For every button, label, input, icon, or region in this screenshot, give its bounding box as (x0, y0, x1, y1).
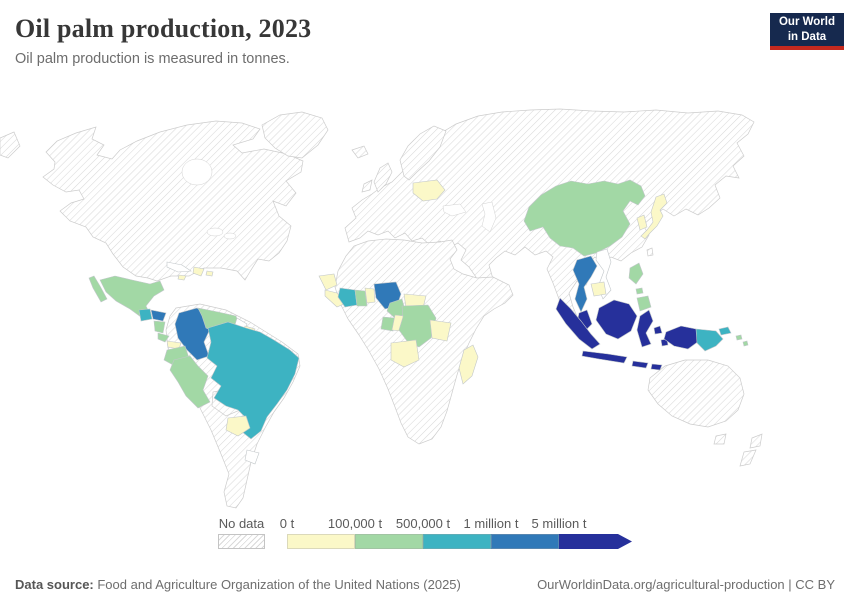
legend-segment[interactable] (287, 534, 355, 549)
country-dominican-republic[interactable] (192, 266, 205, 277)
country-guinea[interactable] (318, 273, 338, 291)
country-puerto-rico[interactable] (205, 270, 214, 277)
legend-no-data[interactable]: No data (218, 516, 265, 549)
country-honduras[interactable] (150, 309, 167, 322)
no-data-region[interactable] (646, 247, 654, 257)
country-japan[interactable] (640, 193, 668, 240)
no-data-region[interactable] (739, 449, 757, 467)
country-uruguay[interactable] (244, 449, 260, 465)
country-ukraine[interactable] (412, 179, 446, 202)
country-costa-rica[interactable] (157, 332, 170, 343)
legend-tick-label: 5 million t (531, 516, 587, 531)
country-papua-new-guinea[interactable] (695, 328, 724, 352)
country-indonesia[interactable] (555, 297, 601, 350)
country-democratic-republic-of-congo[interactable] (398, 304, 437, 348)
legend-segment[interactable] (355, 534, 423, 549)
country-nicaragua[interactable] (153, 320, 166, 334)
no-data-region[interactable] (713, 433, 727, 445)
country-mexico[interactable] (88, 275, 108, 303)
country-ghana[interactable] (354, 289, 368, 307)
map-legend: No data 0 t 100,000 t 500,000 t 1 million t… (218, 516, 648, 550)
country-brazil[interactable] (206, 321, 300, 440)
country-tanzania[interactable] (429, 319, 452, 342)
legend-tick-label: 1 million t (463, 516, 519, 531)
country-indonesia[interactable] (653, 325, 663, 335)
legend-bar[interactable] (287, 534, 632, 549)
legend-segment[interactable] (559, 534, 632, 549)
country-angola[interactable] (390, 339, 420, 368)
country-indonesia[interactable] (663, 325, 700, 350)
country-thailand[interactable] (572, 255, 598, 313)
chart-header: Oil palm production, 2023 Oil palm produ… (15, 14, 311, 67)
country-indonesia[interactable] (636, 309, 654, 348)
country-gabon[interactable] (380, 316, 396, 332)
country-cuba[interactable] (166, 261, 192, 273)
owid-logo[interactable]: Our World in Data (770, 13, 844, 50)
country-mexico[interactable] (99, 275, 165, 318)
legend-tick-label: 500,000 t (395, 516, 451, 531)
country-solomon-islands[interactable] (742, 340, 749, 347)
owid-link[interactable]: OurWorldinData.org/agricultural-producti… (537, 577, 835, 592)
no-data-region[interactable] (399, 125, 447, 181)
country-philippines[interactable] (628, 262, 644, 285)
country-malaysia[interactable] (595, 299, 638, 340)
country-jamaica[interactable] (177, 274, 187, 281)
country-china[interactable] (523, 179, 646, 257)
country-philippines[interactable] (635, 287, 644, 295)
country-peru[interactable] (169, 355, 211, 409)
country-indonesia[interactable] (631, 360, 649, 369)
no-data-region[interactable] (361, 179, 373, 193)
legend-no-data-swatch[interactable] (218, 534, 265, 549)
no-data-region[interactable] (261, 111, 329, 159)
data-source-text: Food and Agriculture Organization of the… (93, 577, 461, 592)
country-south-korea[interactable] (636, 214, 648, 231)
no-data-region[interactable] (42, 120, 304, 282)
country-philippines[interactable] (636, 295, 652, 312)
country-paraguay[interactable] (225, 415, 251, 437)
legend-segment[interactable] (423, 534, 491, 549)
chart-subtitle: Oil palm production is measured in tonne… (15, 51, 290, 67)
country-indonesia[interactable] (581, 350, 628, 364)
country-benin[interactable] (364, 287, 376, 304)
country-cote-divoire[interactable] (337, 287, 358, 308)
country-solomon-islands[interactable] (735, 334, 743, 341)
no-data-region[interactable] (351, 145, 369, 159)
no-data-region[interactable] (749, 433, 763, 449)
country-sierra-leone[interactable] (324, 289, 347, 308)
legend-segment[interactable] (491, 534, 559, 549)
no-data-region[interactable] (647, 359, 745, 428)
owid-logo-line1: Our World (778, 16, 835, 29)
country-madagascar[interactable] (458, 344, 479, 385)
data-source-note: Data source: Food and Agriculture Organi… (15, 577, 461, 592)
data-source-label: Data source: (15, 577, 94, 592)
owid-logo-line2: in Data (787, 30, 827, 43)
country-indonesia[interactable] (650, 363, 663, 371)
country-papua-new-guinea[interactable] (718, 326, 732, 336)
legend-no-data-label: No data (218, 516, 265, 531)
no-data-region[interactable] (373, 162, 393, 193)
country-cambodia[interactable] (590, 281, 607, 297)
page-title: Oil palm production, 2023 (15, 14, 312, 43)
legend-tick-label: 0 t (279, 516, 295, 531)
chart-footer: Data source: Food and Agriculture Organi… (0, 577, 850, 592)
country-guatemala[interactable] (138, 308, 153, 322)
no-data-region[interactable] (0, 131, 21, 159)
legend-tick-label: 100,000 t (327, 516, 383, 531)
